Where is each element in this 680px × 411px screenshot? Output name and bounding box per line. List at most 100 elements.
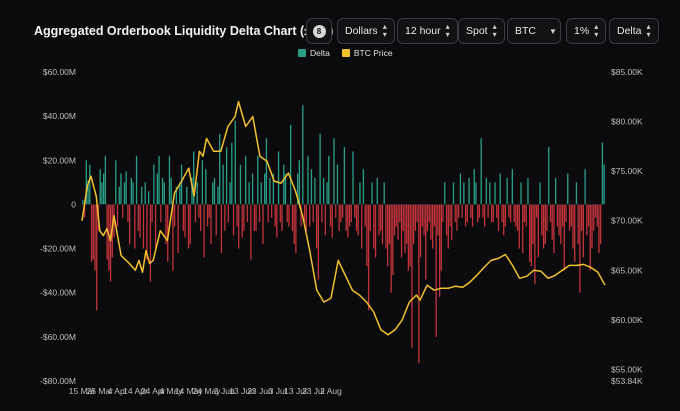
- delta-bar: [513, 204, 515, 223]
- delta-bar: [523, 204, 526, 223]
- delta-bar: [575, 182, 578, 205]
- delta-bar: [437, 204, 439, 236]
- metric-selector-label: Delta: [617, 25, 642, 37]
- x-tick-label: 15 Mar: [69, 386, 96, 396]
- delta-bar: [430, 204, 432, 240]
- depth-selector[interactable]: 1% ▴ ▾: [566, 18, 607, 44]
- delta-bar: [520, 182, 522, 205]
- delta-bar: [561, 204, 564, 227]
- delta-bar: [530, 204, 533, 267]
- legend-item-btc-price[interactable]: BTC Price: [341, 48, 393, 58]
- delta-bar: [438, 204, 441, 298]
- asset-dropdown[interactable]: BTC ▼: [507, 18, 561, 44]
- delta-bar: [551, 204, 553, 240]
- delta-bar: [314, 177, 316, 205]
- refresh-button[interactable]: 8: [306, 18, 332, 44]
- delta-bar: [151, 204, 153, 223]
- delta-bar: [210, 204, 212, 245]
- delta-bar: [601, 142, 604, 205]
- x-tick-label: 2 Aug: [320, 386, 342, 396]
- delta-bar: [161, 177, 164, 205]
- delta-bar: [198, 204, 200, 218]
- delta-bar: [534, 204, 536, 284]
- delta-bar: [191, 177, 193, 205]
- delta-bar: [316, 204, 318, 249]
- delta-bar: [482, 204, 484, 218]
- delta-bar: [246, 204, 249, 223]
- delta-bar: [122, 204, 124, 218]
- delta-bar: [567, 173, 569, 205]
- delta-bar: [149, 204, 152, 282]
- interval-selector-label: 12 hour: [405, 25, 441, 37]
- delta-bar: [175, 186, 178, 205]
- delta-bar: [328, 155, 330, 205]
- delta-bar: [231, 142, 233, 205]
- delta-bar: [321, 204, 323, 223]
- delta-bar: [236, 204, 238, 227]
- delta-bar: [139, 204, 141, 238]
- delta-bar: [134, 204, 136, 249]
- legend-item-delta[interactable]: Delta: [298, 48, 330, 58]
- x-tick-label: 24 Apr: [141, 386, 166, 396]
- delta-bar: [406, 204, 408, 245]
- delta-bar: [160, 204, 162, 223]
- delta-bar: [234, 120, 236, 205]
- delta-bar: [199, 204, 202, 231]
- delta-bar: [442, 204, 444, 223]
- delta-bar: [336, 164, 339, 205]
- y-left-tick-label: -$20.00M: [40, 244, 76, 254]
- x-tick-label: 25 Mar: [87, 386, 114, 396]
- delta-bar: [461, 204, 463, 218]
- delta-bar: [478, 204, 481, 218]
- delta-bar: [392, 204, 394, 276]
- delta-bar: [359, 182, 361, 205]
- y-left-tick-label: -$40.00M: [40, 288, 76, 298]
- delta-bar: [426, 204, 429, 231]
- delta-bar: [577, 204, 579, 245]
- delta-bar: [264, 173, 266, 205]
- delta-bar: [132, 182, 134, 205]
- delta-bar: [447, 204, 449, 249]
- delta-bar: [591, 204, 593, 249]
- currency-selector[interactable]: Dollars ▴ ▾: [337, 18, 395, 44]
- delta-bar: [217, 186, 219, 205]
- refresh-icon: 8: [312, 24, 326, 38]
- delta-bar: [416, 204, 418, 223]
- delta-bar: [177, 204, 179, 253]
- delta-bar: [556, 204, 559, 227]
- metric-selector[interactable]: Delta ▴ ▾: [609, 18, 659, 44]
- delta-bar: [570, 204, 572, 227]
- delta-bar: [302, 105, 304, 205]
- delta-bar: [193, 151, 195, 205]
- delta-bar: [340, 204, 342, 223]
- delta-bar: [594, 204, 597, 218]
- delta-bar: [158, 155, 160, 205]
- delta-bar: [189, 204, 191, 245]
- delta-bar: [468, 177, 470, 205]
- delta-bar: [253, 204, 255, 231]
- delta-bar: [310, 169, 313, 205]
- delta-bar: [549, 204, 552, 223]
- delta-bar: [92, 204, 94, 260]
- delta-bar: [554, 177, 557, 205]
- delta-bar: [305, 204, 307, 231]
- delta-bar: [102, 173, 105, 205]
- delta-bar: [163, 182, 165, 205]
- delta-bar: [170, 177, 172, 205]
- delta-bar: [322, 177, 325, 205]
- delta-bar: [516, 204, 519, 231]
- delta-bar: [369, 204, 371, 231]
- delta-bar: [496, 204, 498, 218]
- interval-selector[interactable]: 12 hour ▴ ▾: [397, 18, 458, 44]
- delta-bar: [333, 138, 335, 205]
- delta-bar: [229, 182, 231, 205]
- delta-bar: [99, 169, 101, 205]
- delta-bar: [454, 204, 456, 223]
- delta-bar: [357, 204, 359, 236]
- delta-bar: [494, 182, 496, 205]
- delta-bar: [582, 204, 585, 258]
- delta-bar: [248, 182, 250, 205]
- market-selector[interactable]: Spot ▴ ▾: [458, 18, 505, 44]
- delta-bar: [378, 204, 380, 236]
- x-tick-label: 24 May: [193, 386, 222, 396]
